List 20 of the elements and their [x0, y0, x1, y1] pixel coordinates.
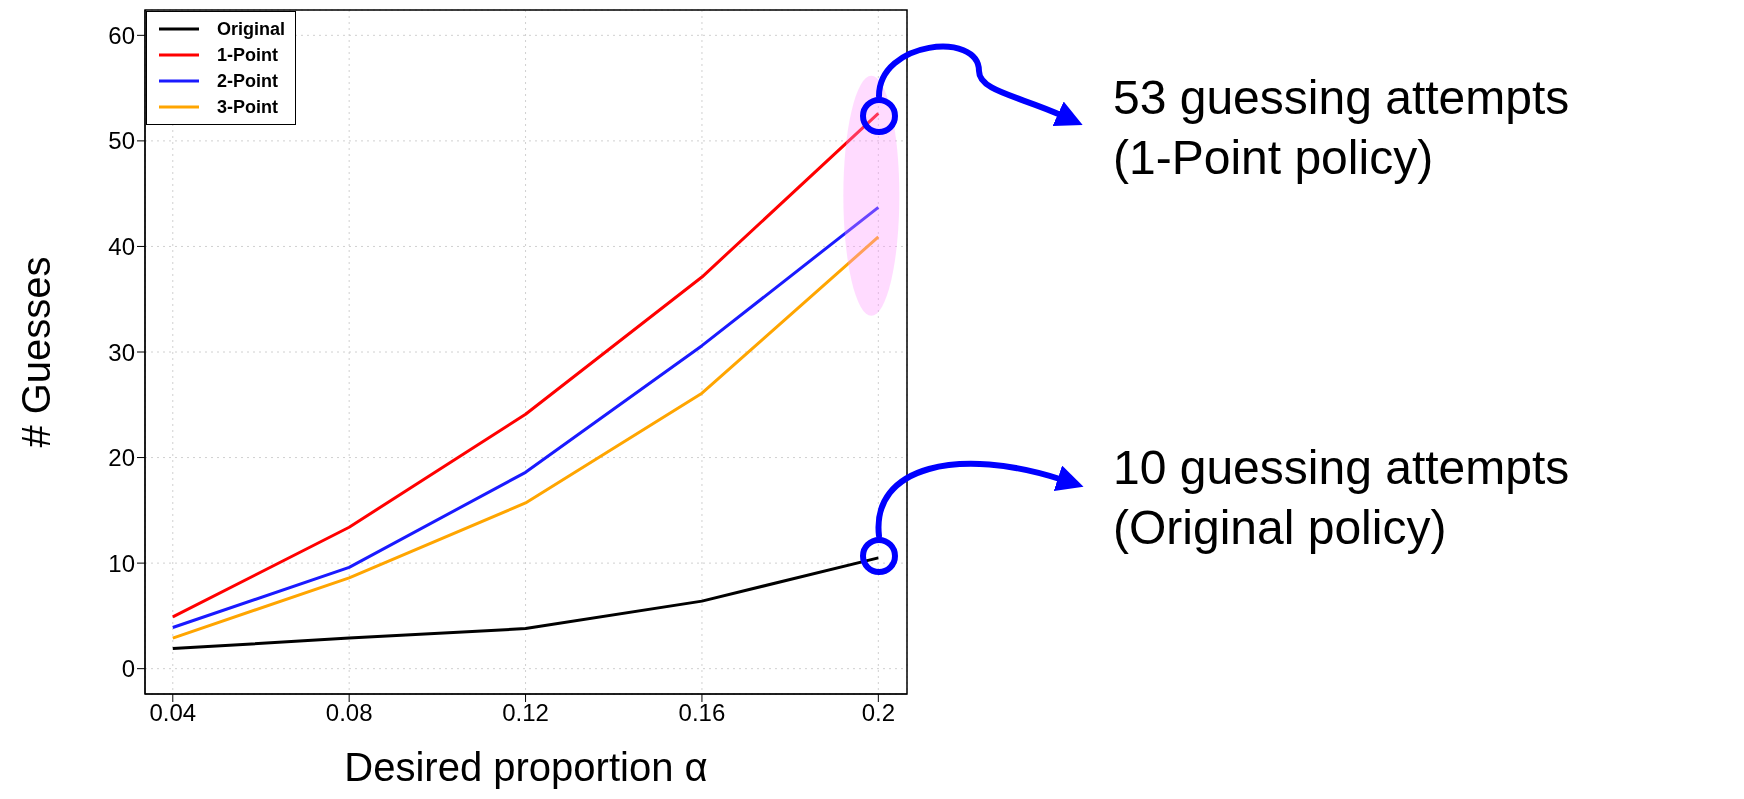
y-tick-label: 30	[108, 338, 135, 366]
y-tick-label: 50	[108, 127, 135, 155]
text: 53 guessing attempts (1-Point policy)	[1113, 70, 1570, 186]
x-axis-title: Desired proportion α	[344, 745, 708, 789]
text: 10 guessing attempts (Original policy)	[1113, 440, 1570, 556]
legend-label: 1-Point	[217, 44, 278, 67]
y-tick-label: 40	[108, 232, 135, 260]
legend-label: 2-Point	[217, 70, 278, 93]
y-tick-label: 20	[108, 444, 135, 472]
x-tick-label: 0.12	[502, 699, 549, 727]
y-tick-label: 60	[108, 21, 135, 49]
x-tick-label: 0.04	[149, 699, 197, 727]
x-tick-label: 0.08	[325, 699, 373, 727]
y-tick-label: 0	[121, 655, 135, 683]
y-tick-label: 10	[108, 549, 135, 577]
legend-label: Original	[217, 18, 286, 41]
x-tick-label: 0.2	[861, 699, 896, 727]
legend-label: 3-Point	[217, 96, 278, 119]
x-tick-label: 0.16	[678, 699, 726, 727]
y-axis-title: # Guesses	[14, 256, 59, 448]
